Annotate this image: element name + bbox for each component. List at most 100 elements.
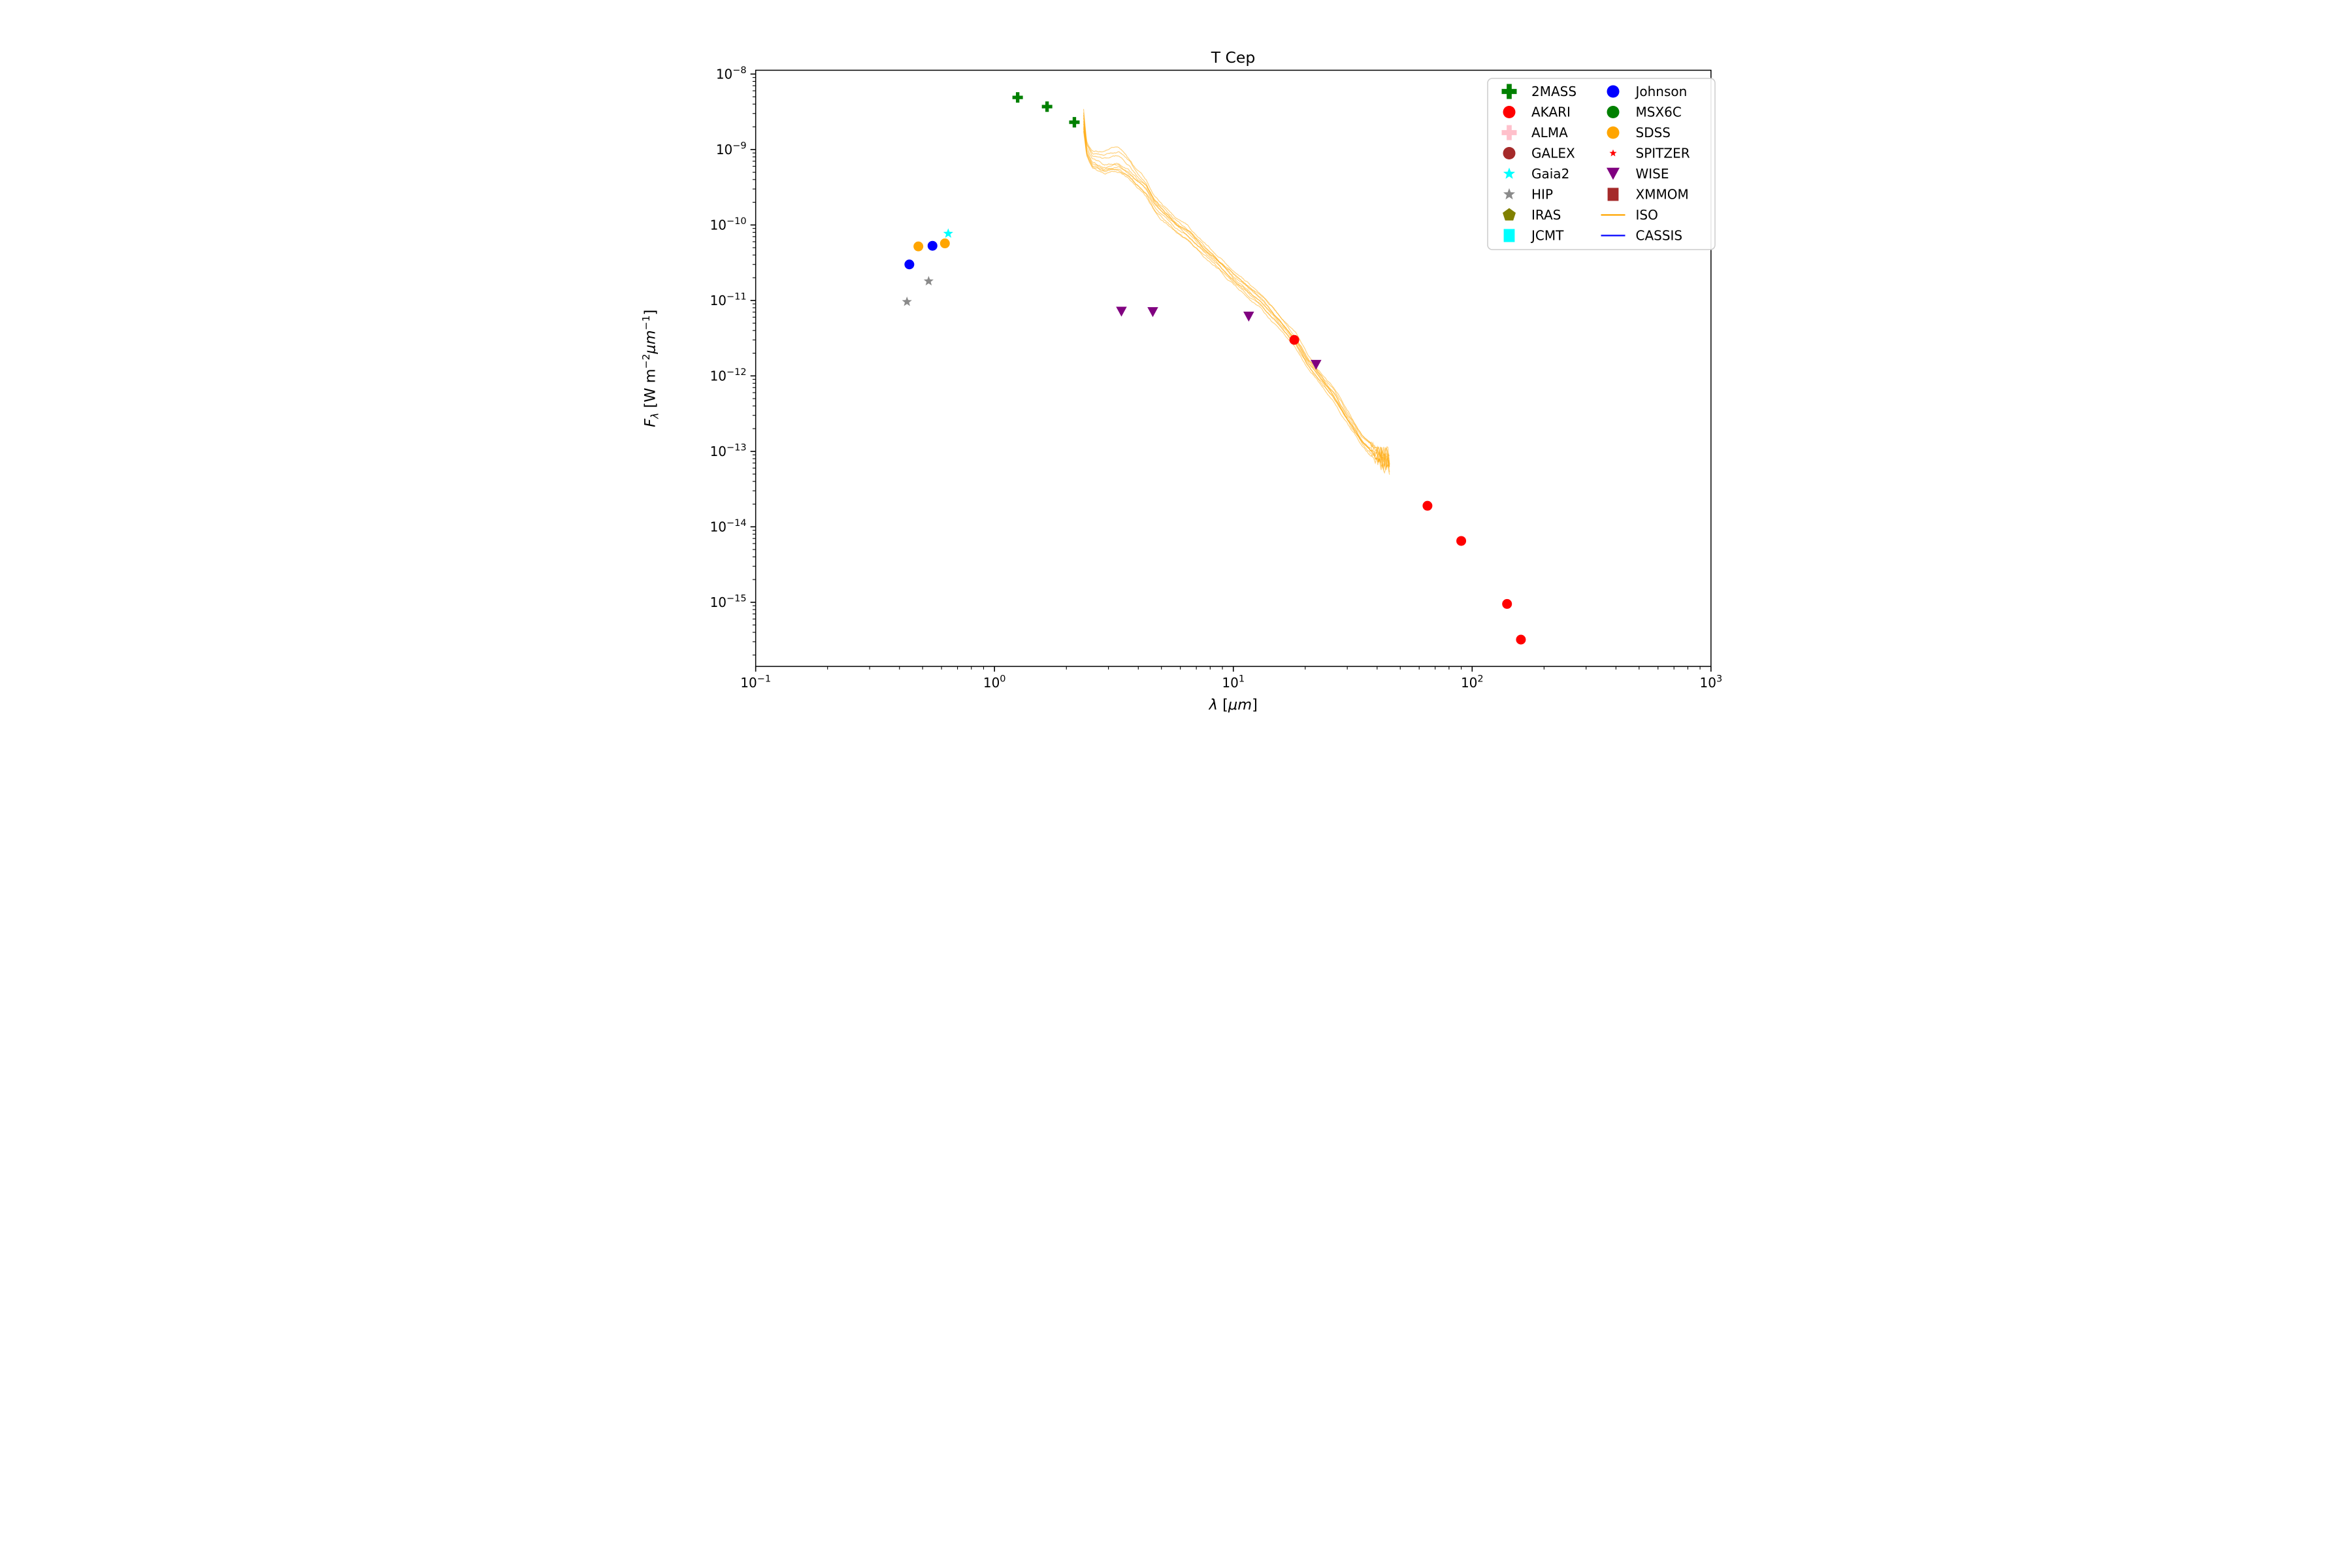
- iso-trace-0: [1083, 131, 1390, 474]
- legend-label-2mass: 2MASS: [1531, 84, 1576, 99]
- legend-label-msx6c: MSX6C: [1636, 105, 1682, 120]
- point-hip-1: [923, 276, 934, 286]
- legend-label-gaia2: Gaia2: [1531, 166, 1569, 182]
- legend-entry-msx6c: MSX6C: [1607, 105, 1682, 120]
- legend-label-xmmom: XMMOM: [1636, 187, 1689, 203]
- series-wise: [1116, 306, 1322, 370]
- x-tick-label-1e3: 103: [1700, 674, 1723, 691]
- legend-entry-alma: ALMA: [1501, 125, 1568, 140]
- legend-marker-iras: [1503, 208, 1516, 221]
- legend-marker-jcmt: [1503, 229, 1515, 242]
- point-akari-2: [1456, 536, 1467, 546]
- legend-entry-xmmom: XMMOM: [1607, 187, 1689, 203]
- legend-entry-johnson: Johnson: [1607, 84, 1688, 99]
- legend-label-cassis: CASSIS: [1636, 228, 1683, 244]
- legend-entry-iras: IRAS: [1503, 207, 1561, 223]
- y-tick-label-1e-10: 10−10: [710, 216, 747, 233]
- iso-trace-3: [1083, 123, 1390, 468]
- point-2mass-2: [1069, 117, 1080, 128]
- legend-label-wise: WISE: [1636, 166, 1669, 182]
- point-akari-0: [1289, 335, 1299, 345]
- point-sdss-1: [939, 238, 950, 249]
- legend-entry-gaia2: Gaia2: [1503, 166, 1569, 182]
- iso-spectrum: [1083, 108, 1390, 475]
- point-wise-3: [1311, 359, 1322, 370]
- point-akari-3: [1502, 598, 1512, 609]
- legend-label-hip: HIP: [1531, 187, 1553, 203]
- x-axis-ticks: 10−1 100 101 102 103: [740, 666, 1722, 691]
- legend-marker-alma: [1501, 125, 1517, 140]
- series-2mass: [1012, 92, 1080, 128]
- legend-entry-spitzer: SPITZER: [1609, 146, 1690, 161]
- legend-label-galex: GALEX: [1531, 146, 1575, 161]
- legend-entry-2mass: 2MASS: [1501, 84, 1576, 99]
- iso-trace-8: [1083, 108, 1390, 457]
- legend-label-sdss: SDSS: [1636, 125, 1671, 140]
- legend-entry-jcmt: JCMT: [1503, 228, 1564, 244]
- y-tick-label-1e-12: 10−12: [710, 367, 747, 384]
- series-sdss: [913, 238, 950, 252]
- point-johnson-1: [927, 240, 938, 251]
- series-gaia2: [943, 228, 953, 238]
- iso-trace-7: [1083, 112, 1390, 465]
- x-axis-label: λ [μm]: [1209, 696, 1258, 713]
- legend-entry-wise: WISE: [1607, 166, 1669, 182]
- legend-entry-galex: GALEX: [1503, 146, 1575, 161]
- data-layer: [902, 92, 1526, 645]
- legend-layer: 2MASS AKARI ALMA GALEX Gaia2 HIP IRAS JCMT Johns…: [1487, 78, 1716, 250]
- legend-entry-iso: ISO: [1601, 207, 1658, 223]
- point-johnson-0: [904, 259, 915, 270]
- point-gaia2-0: [943, 228, 953, 238]
- point-akari-1: [1422, 500, 1433, 511]
- y-tick-label-1e-11: 10−11: [710, 291, 747, 308]
- legend-marker-hip: [1503, 188, 1516, 200]
- legend-label-iras: IRAS: [1531, 207, 1561, 223]
- legend-entry-akari: AKARI: [1503, 105, 1571, 120]
- series-hip: [902, 276, 934, 306]
- legend-marker-wise: [1607, 167, 1620, 180]
- y-tick-label-1e-14: 10−14: [710, 518, 747, 535]
- point-wise-1: [1147, 307, 1158, 318]
- plot-title: T Cep: [1211, 48, 1256, 67]
- x-tick-label-1e1: 101: [1222, 674, 1245, 691]
- sed-chart: 10−1 100 101 102 10310−810−910−1010−1110−121…: [588, 0, 1764, 784]
- legend-entry-cassis: CASSIS: [1601, 228, 1683, 244]
- iso-trace-5: [1083, 118, 1390, 468]
- legend-entry-sdss: SDSS: [1607, 125, 1671, 140]
- point-wise-2: [1243, 312, 1254, 322]
- legend-label-akari: AKARI: [1531, 105, 1571, 120]
- y-axis-label: Fλ [W m−2μm−1]: [640, 310, 661, 427]
- iso-trace-4: [1083, 121, 1390, 468]
- legend-label-johnson: Johnson: [1635, 84, 1688, 99]
- point-sdss-0: [913, 241, 924, 252]
- legend-marker-2mass: [1501, 84, 1517, 99]
- x-tick-label-1e-1: 10−1: [740, 674, 771, 691]
- point-wise-0: [1116, 306, 1127, 317]
- legend-label-jcmt: JCMT: [1530, 228, 1564, 244]
- point-2mass-0: [1012, 92, 1023, 103]
- point-2mass-1: [1041, 101, 1053, 112]
- y-tick-label-1e-15: 10−15: [710, 593, 747, 610]
- legend-marker-johnson: [1607, 85, 1620, 98]
- legend-marker-akari: [1503, 106, 1516, 118]
- legend-marker-gaia2: [1503, 167, 1516, 179]
- x-tick-label-1e2: 102: [1461, 674, 1484, 691]
- y-tick-label-1e-13: 10−13: [710, 442, 747, 459]
- legend-label-spitzer: SPITZER: [1636, 146, 1690, 161]
- figure-t-cep-sed: 10−1 100 101 102 103 10−8 10−9 10−10 10−11 10−12 1…: [588, 0, 1764, 784]
- legend-label-iso: ISO: [1636, 207, 1658, 223]
- legend-marker-msx6c: [1607, 106, 1620, 118]
- point-hip-0: [902, 296, 912, 306]
- legend-marker-xmmom: [1607, 188, 1619, 201]
- series-akari: [1289, 335, 1526, 645]
- legend-marker-galex: [1503, 147, 1516, 159]
- x-tick-label-1e0: 100: [983, 674, 1006, 691]
- series-johnson: [904, 240, 938, 270]
- legend-box: [1487, 78, 1716, 250]
- legend-label-alma: ALMA: [1531, 125, 1568, 140]
- point-akari-4: [1516, 634, 1526, 645]
- y-axis-ticks: 10−8 10−9 10−10 10−11 10−12 10−13 10−14 10−15: [710, 65, 756, 656]
- y-tick-label-1e-9: 10−9: [716, 140, 747, 157]
- y-tick-label-1e-8: 10−8: [716, 65, 747, 82]
- iso-trace-6: [1083, 115, 1390, 465]
